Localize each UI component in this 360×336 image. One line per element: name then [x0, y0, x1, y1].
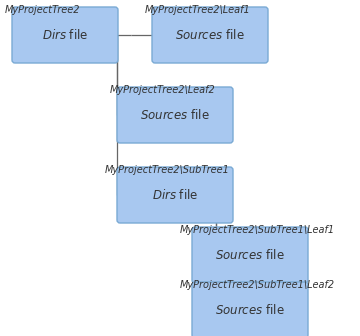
Text: $\it{Dirs}$ file: $\it{Dirs}$ file [152, 188, 198, 202]
Text: MyProjectTree2\Leaf1: MyProjectTree2\Leaf1 [145, 5, 251, 15]
Text: MyProjectTree2: MyProjectTree2 [5, 5, 81, 15]
FancyBboxPatch shape [117, 87, 233, 143]
FancyBboxPatch shape [192, 227, 308, 283]
Text: $\it{Sources}$ file: $\it{Sources}$ file [140, 108, 210, 122]
Text: MyProjectTree2\SubTree1\Leaf2: MyProjectTree2\SubTree1\Leaf2 [180, 280, 335, 290]
Text: MyProjectTree2\SubTree1\Leaf1: MyProjectTree2\SubTree1\Leaf1 [180, 225, 335, 235]
FancyBboxPatch shape [117, 167, 233, 223]
Text: $\it{Sources}$ file: $\it{Sources}$ file [175, 28, 245, 42]
FancyBboxPatch shape [152, 7, 268, 63]
Text: MyProjectTree2\SubTree1: MyProjectTree2\SubTree1 [105, 165, 230, 175]
Text: $\it{Sources}$ file: $\it{Sources}$ file [215, 303, 285, 317]
Text: $\it{Sources}$ file: $\it{Sources}$ file [215, 248, 285, 262]
FancyBboxPatch shape [12, 7, 118, 63]
Text: $\it{Dirs}$ file: $\it{Dirs}$ file [42, 28, 88, 42]
Text: MyProjectTree2\Leaf2: MyProjectTree2\Leaf2 [110, 85, 216, 95]
FancyBboxPatch shape [192, 282, 308, 336]
